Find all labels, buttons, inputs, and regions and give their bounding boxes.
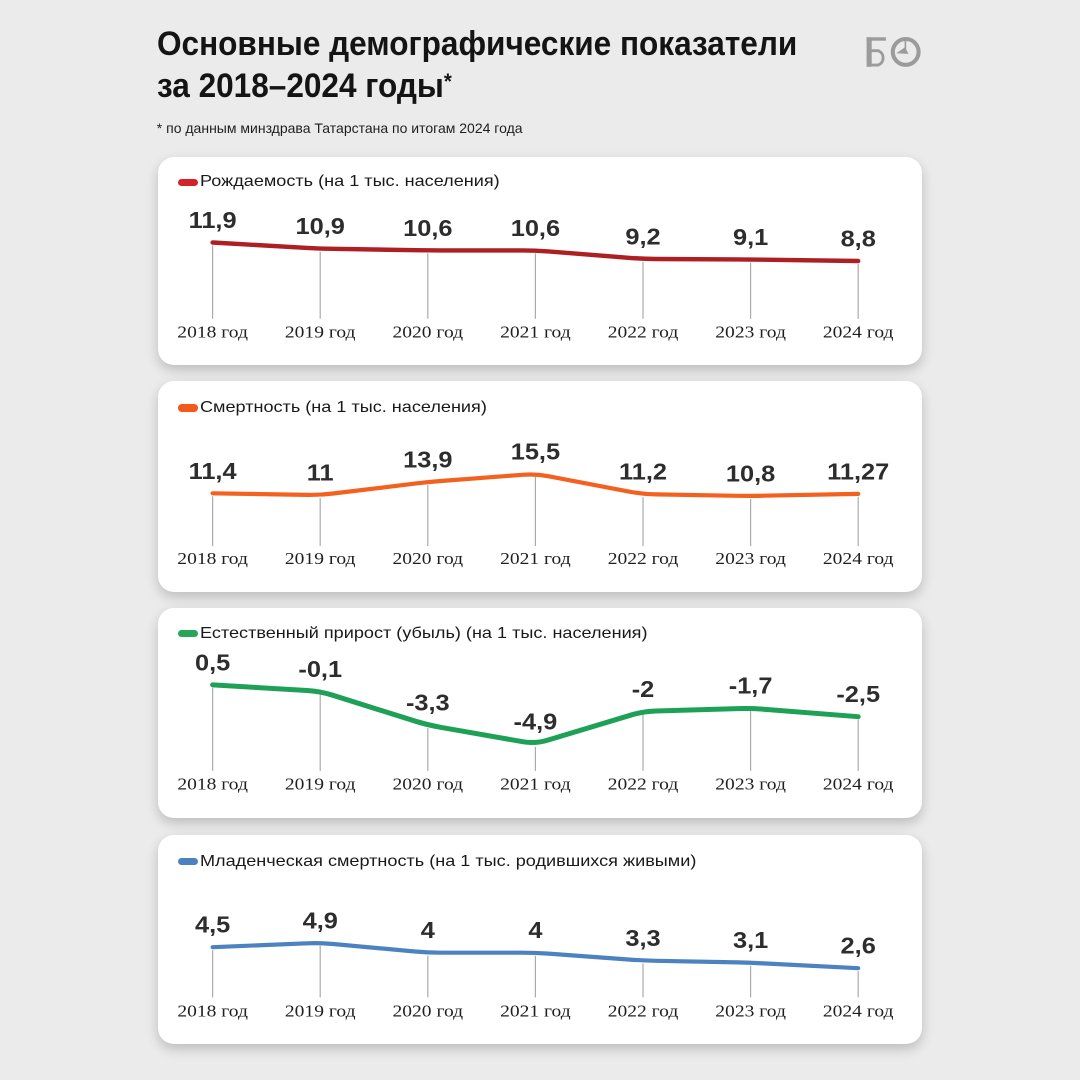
- svg-text:10,6: 10,6: [511, 216, 560, 242]
- svg-text:4: 4: [528, 918, 543, 944]
- svg-text:10,8: 10,8: [726, 461, 775, 487]
- svg-text:-2: -2: [632, 676, 655, 702]
- svg-text:11,27: 11,27: [827, 459, 889, 485]
- svg-text:2020 год: 2020 год: [392, 323, 463, 342]
- svg-text:2018 год: 2018 год: [177, 1002, 248, 1021]
- svg-text:-4,9: -4,9: [513, 709, 557, 735]
- svg-text:13,9: 13,9: [403, 447, 452, 473]
- svg-text:4: 4: [421, 918, 436, 944]
- svg-text:2021 год: 2021 год: [500, 323, 571, 342]
- svg-text:2022 год: 2022 год: [607, 1002, 678, 1021]
- svg-text:11: 11: [307, 460, 334, 486]
- svg-text:2019 год: 2019 год: [285, 549, 356, 568]
- svg-text:8,8: 8,8: [840, 227, 875, 253]
- svg-text:2021 год: 2021 год: [500, 549, 571, 568]
- svg-text:2021 год: 2021 год: [500, 775, 571, 794]
- svg-text:-2,5: -2,5: [836, 682, 880, 708]
- svg-text:2024 год: 2024 год: [823, 549, 894, 568]
- svg-text:11,9: 11,9: [188, 208, 236, 234]
- svg-text:3,1: 3,1: [733, 928, 768, 954]
- svg-text:2018 год: 2018 год: [177, 323, 248, 342]
- svg-text:2018 год: 2018 год: [177, 775, 248, 794]
- svg-text:2019 год: 2019 год: [285, 775, 356, 794]
- svg-text:-0,1: -0,1: [298, 656, 342, 682]
- svg-text:2020 год: 2020 год: [392, 1002, 463, 1021]
- svg-text:2022 год: 2022 год: [607, 775, 678, 794]
- svg-text:2024 год: 2024 год: [823, 775, 894, 794]
- svg-text:2022 год: 2022 год: [607, 323, 678, 342]
- svg-text:2022 год: 2022 год: [607, 549, 678, 568]
- svg-text:2020 год: 2020 год: [392, 549, 463, 568]
- svg-text:-1,7: -1,7: [729, 673, 773, 699]
- svg-text:2020 год: 2020 год: [392, 775, 463, 794]
- svg-text:2023 год: 2023 год: [715, 1002, 786, 1021]
- svg-text:2021 год: 2021 год: [500, 1002, 571, 1021]
- svg-text:9,1: 9,1: [733, 225, 768, 251]
- svg-text:2019 год: 2019 год: [285, 1002, 356, 1021]
- svg-text:4,5: 4,5: [195, 913, 230, 939]
- svg-text:3,3: 3,3: [625, 926, 660, 952]
- svg-text:2024 год: 2024 год: [823, 323, 894, 342]
- svg-text:-3,3: -3,3: [406, 690, 450, 716]
- svg-text:4,9: 4,9: [302, 908, 337, 934]
- svg-text:11,4: 11,4: [188, 458, 236, 484]
- svg-text:2023 год: 2023 год: [715, 549, 786, 568]
- svg-text:2023 год: 2023 год: [715, 323, 786, 342]
- svg-text:9,2: 9,2: [625, 225, 660, 251]
- svg-text:2019 год: 2019 год: [285, 323, 356, 342]
- svg-text:15,5: 15,5: [511, 439, 560, 465]
- svg-text:0,5: 0,5: [195, 650, 230, 676]
- svg-text:2018 год: 2018 год: [177, 549, 248, 568]
- svg-text:10,6: 10,6: [403, 216, 452, 242]
- svg-text:2023 год: 2023 год: [715, 775, 786, 794]
- svg-text:10,9: 10,9: [295, 214, 344, 240]
- svg-text:2024 год: 2024 год: [823, 1002, 894, 1021]
- svg-text:11,2: 11,2: [619, 459, 667, 485]
- svg-text:2,6: 2,6: [840, 934, 875, 960]
